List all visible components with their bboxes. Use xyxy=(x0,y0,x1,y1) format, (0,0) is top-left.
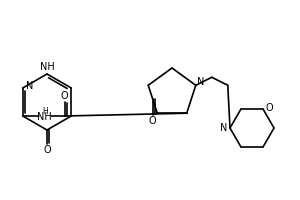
Text: H: H xyxy=(42,106,48,116)
Text: O: O xyxy=(149,116,157,126)
Text: NH: NH xyxy=(40,62,54,72)
Text: N: N xyxy=(197,77,205,87)
Text: O: O xyxy=(43,145,51,155)
Text: O: O xyxy=(265,103,273,113)
Text: N: N xyxy=(26,81,33,91)
Text: NH: NH xyxy=(38,112,52,122)
Text: O: O xyxy=(61,91,69,101)
Text: N: N xyxy=(220,123,228,133)
